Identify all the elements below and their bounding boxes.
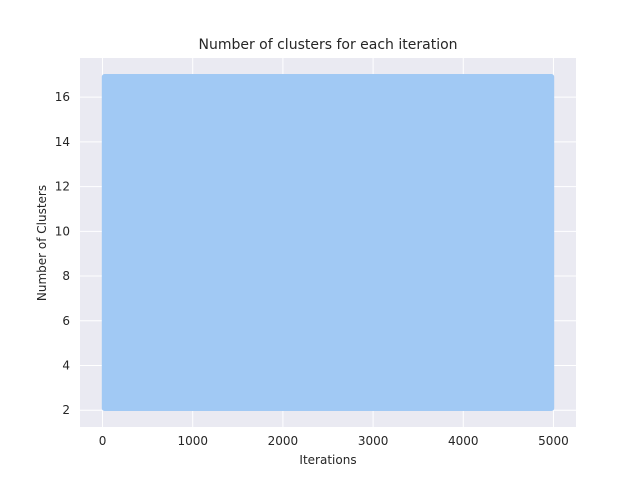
series-line-band bbox=[101, 74, 555, 411]
y-tick-label: 14 bbox=[55, 135, 70, 149]
y-tick-label: 8 bbox=[62, 269, 70, 283]
y-tick-label: 4 bbox=[62, 359, 70, 373]
chart-title: Number of clusters for each iteration bbox=[198, 37, 457, 53]
x-axis-label: Iterations bbox=[299, 453, 356, 467]
y-tick-label: 16 bbox=[55, 90, 70, 104]
x-tick-label: 4000 bbox=[448, 434, 479, 448]
y-tick-label: 12 bbox=[55, 180, 70, 194]
x-tick-label: 1000 bbox=[177, 434, 208, 448]
y-axis-label: Number of Clusters bbox=[35, 185, 49, 301]
x-tick-label: 3000 bbox=[358, 434, 389, 448]
y-tick-labels: 2 4 6 8 10 12 14 16 bbox=[55, 90, 70, 417]
series-group bbox=[101, 74, 555, 411]
x-tick-label: 2000 bbox=[268, 434, 299, 448]
x-tick-label: 0 bbox=[99, 434, 107, 448]
y-tick-label: 2 bbox=[62, 403, 70, 417]
y-tick-label: 6 bbox=[62, 314, 70, 328]
y-tick-label: 10 bbox=[55, 224, 70, 238]
x-tick-labels: 0 1000 2000 3000 4000 5000 bbox=[99, 434, 569, 448]
x-tick-label: 5000 bbox=[538, 434, 569, 448]
